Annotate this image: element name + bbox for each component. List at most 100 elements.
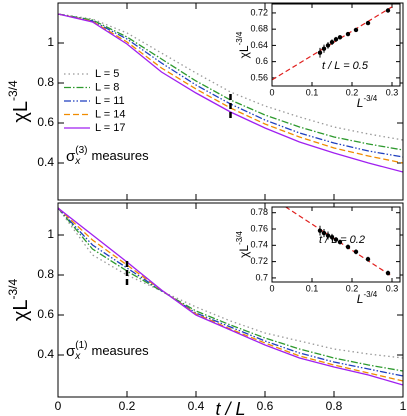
data-point [353,249,359,255]
data-point [385,8,391,13]
y-axis-label-base: χL [10,300,32,322]
inset-background [272,4,400,86]
annotation-symbol: σ [66,343,76,360]
data-point [345,31,351,37]
x-axis-label: t / L [215,399,245,416]
y-tick-label: 0.6 [37,115,54,129]
plot-frame [271,3,401,87]
y-tick-label: 0.74 [250,240,268,250]
annotation-sub: x [74,351,81,362]
x-tick-label: 0.8 [326,399,343,413]
x-tick-label: 0.3 [386,283,399,293]
annotation-text: measures [92,148,150,163]
data-point [329,39,335,45]
x-tick-label: 0.2 [346,87,359,97]
plot-frame [57,202,404,398]
y-tick-label: 0.72 [250,7,268,17]
x-tick-label: 0.6 [257,399,274,413]
x-axis-label-sup: -3/4 [363,290,377,299]
x-tick-label: 0.3 [386,87,399,97]
y-tick-label: 0.4 [37,155,54,169]
x-tick-label: 0 [269,283,274,293]
x-tick-label: 0.2 [119,399,136,413]
y-axis-label-sup: -3/4 [235,231,244,245]
data-point [353,27,359,33]
data-point [337,239,343,245]
annotation-sup: (3) [75,145,87,156]
y-tick-label: 1 [47,35,54,49]
annotation: σx(1) measures [66,340,149,362]
plot-frame [57,2,404,201]
x-axis-label: L-3/4 [357,290,378,306]
y-axis-label: χL-3/4 [6,279,32,322]
y-tick-label: 0.68 [250,24,268,34]
data-point [321,230,327,236]
data-point [333,237,339,242]
data-point [385,270,391,276]
data-point [317,228,323,233]
line-series [58,207,403,382]
data-point [333,37,339,42]
y-tick-label: 0.6 [37,307,54,321]
x-tick-label: 0 [55,399,62,413]
annotation: σx(3) measures [66,145,149,167]
x-axis-label-base: t / L [215,399,245,416]
inset-annotation: t / L = 0.5 [322,60,369,72]
line-series [58,13,403,141]
y-tick-label: 0.7 [255,272,268,282]
x-tick-label: 0.2 [346,283,359,293]
data-point [345,244,351,250]
line-series [58,13,403,151]
data-point [325,233,331,238]
data-point [321,46,327,51]
data-point [365,256,371,262]
y-tick-label: 0.78 [250,207,268,217]
legend-label: L = 14 [95,108,125,120]
y-axis-label-base: χL [10,101,32,123]
annotation-sub: x [74,156,81,167]
y-tick-label: 0.76 [250,223,268,233]
inset-annotation: t / L = 0.2 [319,234,365,246]
x-axis-label-sup: -3/4 [363,94,377,103]
annotation-sup: (1) [75,340,87,351]
legend-label: L = 8 [95,81,119,93]
y-axis-label: χL-3/4 [6,80,32,123]
plot-area [272,6,393,81]
annotation-text: measures [92,343,150,358]
y-tick-label: 0.72 [250,256,268,266]
legend-label: L = 5 [95,68,119,80]
y-axis-label: χL-3/4 [235,31,251,58]
inset-background [272,207,400,282]
y-axis-label-base: χL [237,45,251,58]
x-tick-label: 0 [269,87,274,97]
x-tick-label: 0.1 [306,283,319,293]
y-axis-label-base: χL [237,245,251,258]
data-point [325,43,331,48]
x-tick-label: 0.4 [188,399,205,413]
y-tick-label: 0.56 [250,72,268,82]
y-tick-label: 0.6 [255,56,268,66]
legend-label: L = 11 [95,95,125,107]
y-tick-label: 0.4 [37,347,54,361]
y-tick-label: 0.64 [250,40,268,50]
line-series [58,207,403,386]
y-axis-label: χL-3/4 [235,231,251,258]
x-axis-label-base: L [357,292,364,306]
data-point [337,35,343,40]
x-tick-label: 0.1 [306,87,319,97]
data-point [365,20,371,26]
annotation-symbol: σ [66,148,76,165]
data-point [329,234,335,240]
y-tick-label: 0.8 [37,75,54,89]
data-point [317,50,323,55]
y-tick-label: 1 [47,227,54,241]
y-axis-label-sup: -3/4 [6,80,20,101]
x-tick-label: 1 [400,399,407,413]
x-axis-label-base: L [357,96,364,110]
x-axis-label: L-3/4 [357,94,378,110]
plot-frame [271,206,401,283]
y-tick-label: 0.8 [37,267,54,281]
y-axis-label-sup: -3/4 [235,31,244,45]
plot-area [284,207,393,277]
